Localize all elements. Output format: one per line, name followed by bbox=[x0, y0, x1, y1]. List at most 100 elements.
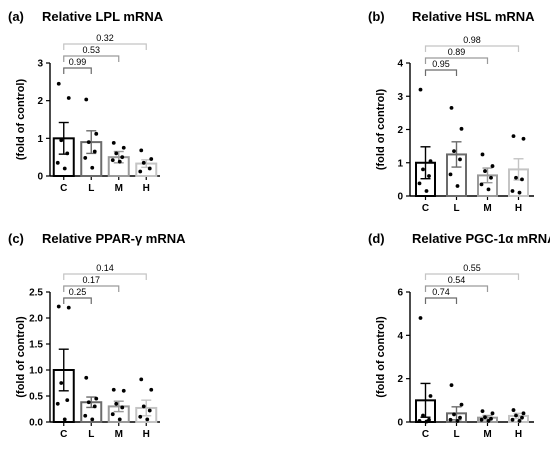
p-value-label: 0.14 bbox=[96, 263, 114, 273]
chart-title: Relative LPL mRNA bbox=[42, 9, 164, 24]
data-point bbox=[111, 387, 116, 392]
y-tick-label: 1 bbox=[37, 134, 43, 145]
significance-bracket bbox=[424, 273, 520, 280]
data-point bbox=[84, 97, 89, 102]
data-point bbox=[56, 81, 61, 86]
data-point bbox=[147, 166, 152, 171]
data-point bbox=[139, 148, 144, 153]
data-point bbox=[417, 419, 422, 423]
p-value-label: 0.99 bbox=[69, 57, 87, 67]
significance-bracket bbox=[63, 273, 147, 280]
data-point bbox=[510, 417, 515, 422]
data-point bbox=[141, 160, 146, 165]
data-point bbox=[66, 96, 71, 100]
significance-bracket bbox=[424, 297, 458, 304]
p-value-label: 0.32 bbox=[96, 33, 114, 43]
data-point bbox=[490, 411, 495, 416]
data-point bbox=[59, 381, 64, 385]
data-point bbox=[428, 394, 433, 398]
data-point bbox=[86, 140, 91, 145]
y-tick-label: 1 bbox=[397, 158, 403, 169]
data-point bbox=[418, 316, 423, 320]
chart-title: Relative HSL mRNA bbox=[412, 9, 535, 24]
chart-title: Relative PPAR-γ mRNA bbox=[42, 231, 186, 246]
data-point bbox=[117, 417, 122, 422]
panel-b: (b) Relative HSL mRNA (fold of control) … bbox=[368, 9, 535, 214]
data-point bbox=[520, 415, 524, 420]
data-point bbox=[514, 413, 518, 418]
panel-label: (a) bbox=[8, 9, 24, 24]
x-tick-label: C bbox=[422, 203, 429, 214]
data-point bbox=[90, 165, 95, 170]
y-axis-label: (fold of control) bbox=[375, 89, 387, 171]
data-point bbox=[517, 419, 522, 423]
y-tick-label: 0.5 bbox=[29, 392, 43, 403]
data-point bbox=[149, 387, 154, 392]
y-tick-label: 2 bbox=[37, 96, 43, 107]
significance-bracket bbox=[424, 69, 458, 76]
y-tick-label: 1.5 bbox=[29, 340, 43, 351]
x-tick-label: L bbox=[88, 183, 94, 194]
data-point bbox=[517, 190, 522, 195]
data-point bbox=[455, 419, 460, 423]
x-tick-label: M bbox=[483, 203, 491, 214]
y-tick-label: 0 bbox=[397, 192, 403, 203]
data-point bbox=[458, 157, 462, 162]
p-value-label: 0.74 bbox=[432, 287, 450, 297]
data-point bbox=[121, 388, 126, 393]
panel-c: (c) Relative PPAR-γ mRNA (fold of contro… bbox=[8, 231, 186, 440]
data-point bbox=[421, 167, 425, 172]
data-point bbox=[511, 408, 516, 412]
panel-d: (d) Relative PGC-1α mRNA (fold of contro… bbox=[368, 231, 550, 440]
data-point bbox=[121, 145, 126, 150]
data-point bbox=[138, 169, 143, 174]
x-tick-label: L bbox=[453, 429, 459, 440]
significance-bracket bbox=[63, 285, 120, 292]
x-tick-label: L bbox=[88, 429, 94, 440]
p-value-label: 0.17 bbox=[82, 275, 100, 285]
p-value-label: 0.89 bbox=[448, 47, 466, 57]
data-point bbox=[514, 175, 518, 180]
y-tick-label: 1.0 bbox=[29, 366, 43, 377]
data-point bbox=[90, 417, 95, 422]
y-tick-label: 2.0 bbox=[29, 314, 43, 325]
y-tick-label: 3 bbox=[37, 59, 43, 70]
y-tick-label: 2 bbox=[397, 125, 403, 136]
x-tick-label: M bbox=[115, 429, 123, 440]
data-point bbox=[424, 419, 429, 424]
data-point bbox=[117, 159, 122, 164]
data-point bbox=[510, 189, 515, 193]
data-point bbox=[111, 140, 116, 145]
data-point bbox=[486, 419, 491, 423]
data-point bbox=[86, 400, 91, 405]
data-point bbox=[110, 158, 115, 163]
p-value-label: 0.53 bbox=[82, 45, 100, 55]
data-point bbox=[83, 413, 88, 418]
data-point bbox=[421, 413, 425, 418]
data-point bbox=[427, 174, 431, 178]
data-point bbox=[62, 417, 67, 422]
panel-label: (c) bbox=[8, 231, 24, 246]
y-axis-label: (fold of control) bbox=[15, 79, 27, 161]
significance-bracket bbox=[424, 45, 520, 52]
data-point bbox=[145, 417, 150, 422]
y-tick-label: 2 bbox=[397, 374, 403, 385]
data-point bbox=[479, 417, 484, 422]
data-point bbox=[65, 151, 70, 156]
y-tick-label: 4 bbox=[397, 331, 403, 342]
data-point bbox=[114, 151, 119, 156]
data-point bbox=[452, 412, 456, 417]
data-point bbox=[480, 409, 485, 414]
data-point bbox=[521, 411, 526, 416]
data-point bbox=[110, 412, 115, 417]
data-point bbox=[120, 155, 125, 160]
chart-title: Relative PGC-1α mRNA bbox=[412, 231, 550, 246]
data-point bbox=[62, 166, 67, 171]
x-tick-label: H bbox=[143, 429, 150, 440]
data-point bbox=[138, 414, 143, 419]
x-tick-label: M bbox=[115, 183, 123, 194]
significance-bracket bbox=[63, 43, 147, 50]
data-point bbox=[448, 172, 453, 177]
data-point bbox=[449, 105, 454, 110]
